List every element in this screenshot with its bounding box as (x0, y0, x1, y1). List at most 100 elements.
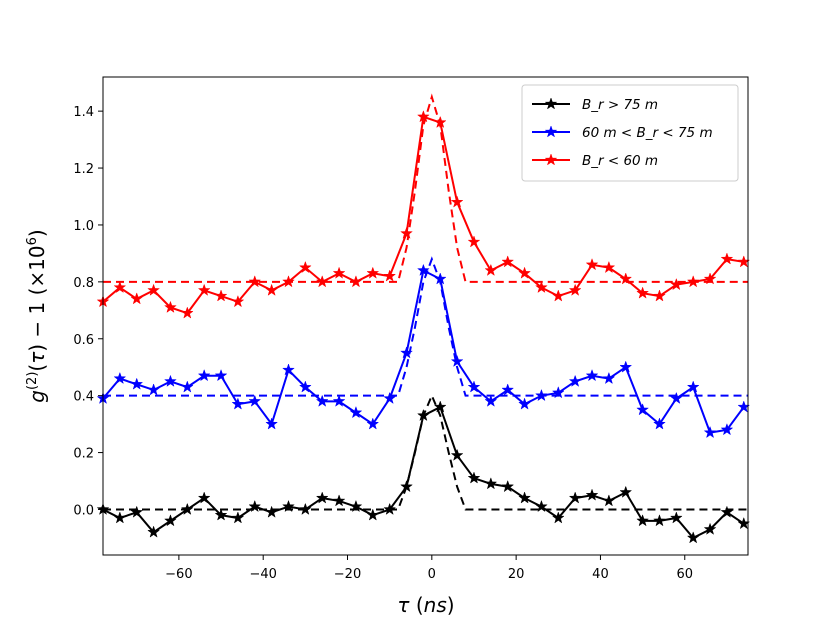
data-point-0 (400, 479, 413, 493)
legend-marker-0 (544, 97, 558, 110)
x-tick-label: −40 (249, 567, 276, 582)
data-point-2 (602, 260, 616, 274)
legend: B_r > 75 m 60 m < B_r < 75 m B_r < 60 m (521, 84, 739, 182)
data-point-0 (433, 400, 447, 413)
data-point-1 (518, 397, 531, 410)
data-point-2 (400, 226, 413, 239)
data-point-0 (214, 508, 228, 521)
data-point-0 (164, 514, 177, 527)
data-point-2 (619, 272, 633, 285)
data-point-2 (433, 115, 447, 128)
x-axis-ticks: −60 −40 −20 0 20 40 60 (165, 555, 693, 582)
plot-frame (102, 76, 749, 556)
data-point-0 (231, 511, 245, 524)
x-tick-label: 40 (592, 567, 609, 582)
data-point-0 (416, 408, 430, 422)
data-point-1 (214, 368, 228, 382)
data-point-1 (197, 368, 211, 382)
data-point-2 (248, 275, 262, 288)
data-point-1 (669, 391, 683, 404)
fit-line-1 (103, 256, 748, 397)
data-point-2 (231, 295, 245, 308)
data-point-1 (332, 394, 346, 407)
data-point-1 (636, 403, 650, 416)
x-tick-label: −60 (165, 567, 192, 582)
data-point-0 (551, 511, 565, 524)
data-point-0 (180, 502, 194, 515)
data-point-1 (366, 417, 380, 430)
y-axis-ticks: 0.0 0.2 0.4 0.6 0.8 1.0 1.2 1.4 (73, 105, 103, 518)
data-point-1 (383, 391, 397, 404)
data-point-0 (686, 531, 700, 544)
fit-lines (103, 93, 748, 511)
data-point-0 (248, 499, 262, 513)
data-point-2 (653, 289, 666, 302)
data-point-2 (518, 266, 531, 279)
data-point-1 (467, 380, 481, 393)
legend-label-0: B_r > 75 m (582, 97, 658, 113)
data-point-1 (703, 425, 717, 439)
data-point-0 (501, 479, 515, 493)
y-tick-label: 1.2 (73, 162, 94, 177)
y-tick-label: 0.2 (73, 447, 94, 462)
data-point-1 (315, 394, 329, 407)
data-point-0 (467, 471, 481, 484)
data-point-0 (636, 514, 650, 527)
x-tick-label: 60 (676, 567, 693, 582)
data-point-2 (349, 275, 363, 288)
data-point-0 (366, 508, 380, 521)
data-point-1 (551, 386, 565, 399)
data-point-2 (265, 283, 279, 296)
data-point-0 (602, 494, 616, 507)
data-point-2 (501, 255, 515, 268)
x-tick-label: 20 (508, 567, 525, 582)
data-point-2 (416, 110, 430, 123)
data-point-0 (147, 525, 161, 538)
fit-line-0 (103, 393, 748, 511)
legend-label-2: B_r < 60 m (582, 153, 658, 169)
data-point-1 (265, 417, 279, 430)
data-point-1 (585, 368, 599, 382)
data-point-1 (113, 371, 127, 385)
data-point-1 (450, 354, 464, 367)
data-point-2 (197, 283, 211, 296)
data-point-2 (568, 283, 582, 296)
data-point-0 (130, 505, 144, 518)
data-point-2 (332, 266, 346, 279)
data-point-0 (518, 491, 531, 504)
legend-marker-2 (544, 153, 558, 166)
data-point-2 (298, 260, 312, 274)
data-point-0 (568, 491, 582, 504)
data-markers (96, 110, 751, 544)
data-point-2 (383, 269, 397, 282)
y-tick-label: 0.8 (73, 276, 94, 291)
data-point-2 (130, 292, 144, 305)
data-point-1 (130, 377, 144, 390)
x-tick-label: −20 (334, 567, 361, 582)
y-tick-label: 1.4 (73, 105, 94, 120)
data-point-0 (113, 511, 127, 524)
data-point-2 (113, 280, 127, 294)
data-point-0 (282, 499, 295, 513)
data-point-0 (298, 502, 312, 515)
data-point-1 (180, 380, 194, 393)
data-point-2 (315, 275, 329, 288)
data-point-0 (349, 499, 363, 513)
data-point-1 (349, 405, 363, 419)
data-point-2 (551, 289, 565, 302)
data-point-2 (484, 263, 498, 276)
x-tick-label: 0 (428, 567, 436, 582)
data-point-1 (298, 380, 312, 393)
data-point-0 (653, 514, 666, 527)
data-point-0 (619, 485, 633, 498)
data-point-1 (568, 374, 582, 387)
data-point-2 (703, 272, 717, 285)
data-point-2 (164, 300, 177, 313)
data-point-0 (669, 511, 683, 524)
data-point-2 (636, 286, 650, 299)
data-point-0 (383, 502, 397, 515)
data-point-2 (147, 283, 161, 296)
data-point-2 (686, 275, 700, 288)
y-tick-label: 0.6 (73, 333, 94, 348)
